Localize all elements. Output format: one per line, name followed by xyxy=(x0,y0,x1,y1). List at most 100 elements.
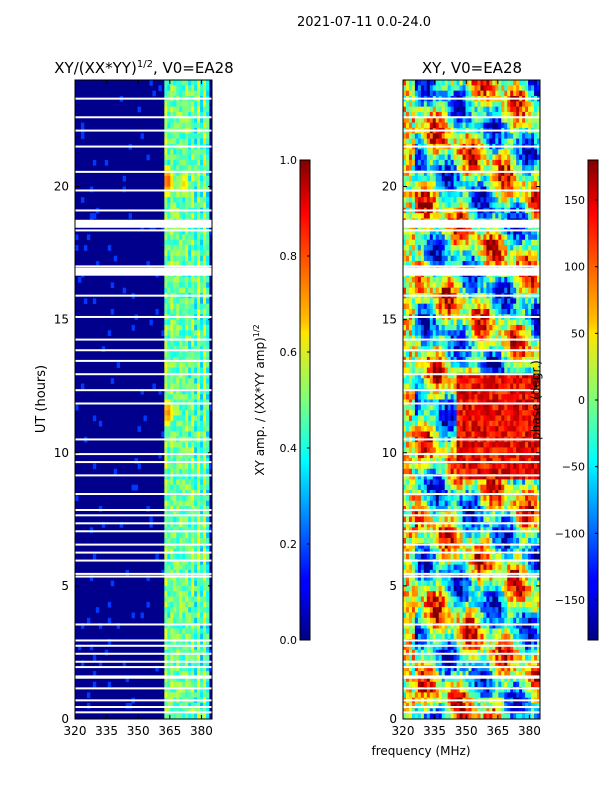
amplitude-cell xyxy=(200,628,204,635)
phase-cell xyxy=(423,633,428,640)
amplitude-cell xyxy=(188,372,192,379)
amplitude-cell xyxy=(191,154,195,161)
phase-cell xyxy=(426,580,431,587)
phase-cell xyxy=(444,239,449,246)
amplitude-cell xyxy=(206,170,210,177)
phase-cell xyxy=(456,239,460,246)
phase-cell xyxy=(420,277,425,283)
phase-cell xyxy=(423,372,428,379)
phase-cell xyxy=(426,308,431,315)
phase-cell xyxy=(450,692,455,699)
phase-cell xyxy=(426,484,431,491)
phase-cell xyxy=(408,687,413,693)
amplitude-cell xyxy=(167,521,171,528)
phase-cell xyxy=(408,420,413,427)
phase-cell xyxy=(423,277,428,283)
phase-cell xyxy=(429,410,434,416)
amplitude-cell xyxy=(170,154,174,161)
amplitude-cell xyxy=(197,559,201,565)
phase-cell xyxy=(405,474,410,480)
phase-cell xyxy=(405,585,410,592)
phase-cell xyxy=(420,106,425,113)
amplitude-cell xyxy=(197,388,201,395)
phase-cell xyxy=(417,580,422,587)
phase-cell xyxy=(456,639,460,645)
flagged-row xyxy=(75,461,212,464)
amplitude-cell xyxy=(197,250,201,257)
phase-cell xyxy=(462,287,466,294)
phase-cell xyxy=(465,474,469,480)
phase-cell xyxy=(423,431,428,438)
amplitude-cell xyxy=(194,575,198,581)
amplitude-cell xyxy=(191,383,195,390)
phase-cell xyxy=(450,106,455,113)
amplitude-cell xyxy=(191,181,195,187)
phase-cell xyxy=(459,346,463,352)
phase-cell xyxy=(429,324,434,331)
amplitude-cell xyxy=(164,521,168,528)
amplitude-cell xyxy=(182,623,186,629)
phase-cell xyxy=(438,687,443,693)
phase-cell xyxy=(459,175,463,182)
amplitude-cell xyxy=(170,335,174,342)
amplitude-cell xyxy=(179,671,183,677)
phase-cell xyxy=(417,181,422,187)
phase-cell xyxy=(450,111,455,118)
amplitude-cell xyxy=(197,660,201,667)
phase-cell xyxy=(447,532,452,539)
amplitude-cell xyxy=(188,367,192,374)
phase-cell xyxy=(432,655,437,661)
phase-cell xyxy=(435,607,440,613)
phase-cell xyxy=(468,639,472,645)
phase-cell xyxy=(456,277,460,283)
amplitude-cell xyxy=(188,681,192,688)
amplitude-cell xyxy=(188,133,192,139)
phase-cell xyxy=(459,564,463,571)
amplitude-cell xyxy=(164,80,168,86)
phase-cell xyxy=(471,564,475,571)
phase-cell xyxy=(465,356,469,363)
amplitude-cell xyxy=(191,90,195,97)
phase-cell xyxy=(432,474,437,480)
phase-cell xyxy=(408,175,413,182)
phase-cell xyxy=(408,245,413,251)
phase-cell xyxy=(468,569,472,576)
phase-cell xyxy=(468,692,472,699)
phase-cell xyxy=(405,122,410,129)
amplitude-cell xyxy=(197,484,201,491)
phase-cell xyxy=(456,617,460,624)
phase-cell xyxy=(405,191,410,198)
amplitude-cell xyxy=(164,388,168,395)
amplitude-cell xyxy=(164,639,168,645)
phase-cell xyxy=(423,415,428,422)
amplitude-cell xyxy=(197,703,201,709)
phase-cell xyxy=(447,506,452,512)
phase-cell xyxy=(414,346,419,352)
phase-cell xyxy=(438,532,443,539)
phase-cell xyxy=(423,426,428,432)
phase-cell xyxy=(453,553,458,560)
phase-cell xyxy=(429,452,434,459)
phase-cell xyxy=(429,197,434,203)
phase-cell xyxy=(408,601,413,608)
phase-cell xyxy=(411,335,416,342)
phase-cell xyxy=(462,394,466,400)
amplitude-cell xyxy=(185,521,189,528)
amplitude-cell xyxy=(89,213,94,219)
amplitude-cell xyxy=(188,713,192,720)
amplitude-cell xyxy=(185,649,189,656)
amplitude-cell xyxy=(176,335,180,342)
phase-cell xyxy=(435,410,440,416)
phase-cell xyxy=(462,671,466,677)
phase-cell xyxy=(417,239,422,246)
phase-cell xyxy=(432,527,437,534)
phase-cell xyxy=(474,133,478,139)
amplitude-cell xyxy=(182,378,186,384)
amplitude-cell xyxy=(98,623,103,629)
phase-cell xyxy=(465,521,469,528)
phase-cell xyxy=(447,181,452,187)
amplitude-cell xyxy=(194,452,198,459)
phase-cell xyxy=(411,703,416,709)
phase-cell xyxy=(471,687,475,693)
phase-cell xyxy=(447,165,452,171)
